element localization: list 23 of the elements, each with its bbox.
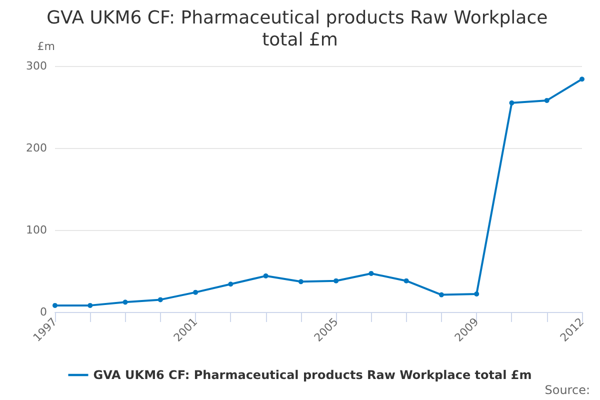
point (88, 302, 93, 308)
point (263, 273, 268, 278)
point (580, 76, 584, 82)
point (228, 282, 234, 287)
y-axis-title: £m (37, 40, 55, 53)
legend-label: GVA UKM6 CF: Pharmaceutical products Raw Workplace total £m (93, 368, 532, 382)
point (368, 270, 374, 276)
point (52, 302, 58, 308)
point (509, 100, 514, 106)
point (158, 297, 163, 302)
point (122, 300, 128, 305)
y-tick-label: 100 (26, 224, 47, 236)
point (193, 290, 198, 295)
point (438, 292, 444, 298)
y-tick-label: 200 (26, 142, 47, 154)
y-tick-label: 0 (40, 306, 47, 318)
point (334, 278, 339, 284)
point (474, 291, 480, 296)
point (544, 98, 550, 103)
point (404, 278, 409, 284)
point (298, 279, 304, 284)
y-tick-label: 300 (26, 60, 47, 72)
source-note: Source: (544, 383, 590, 397)
